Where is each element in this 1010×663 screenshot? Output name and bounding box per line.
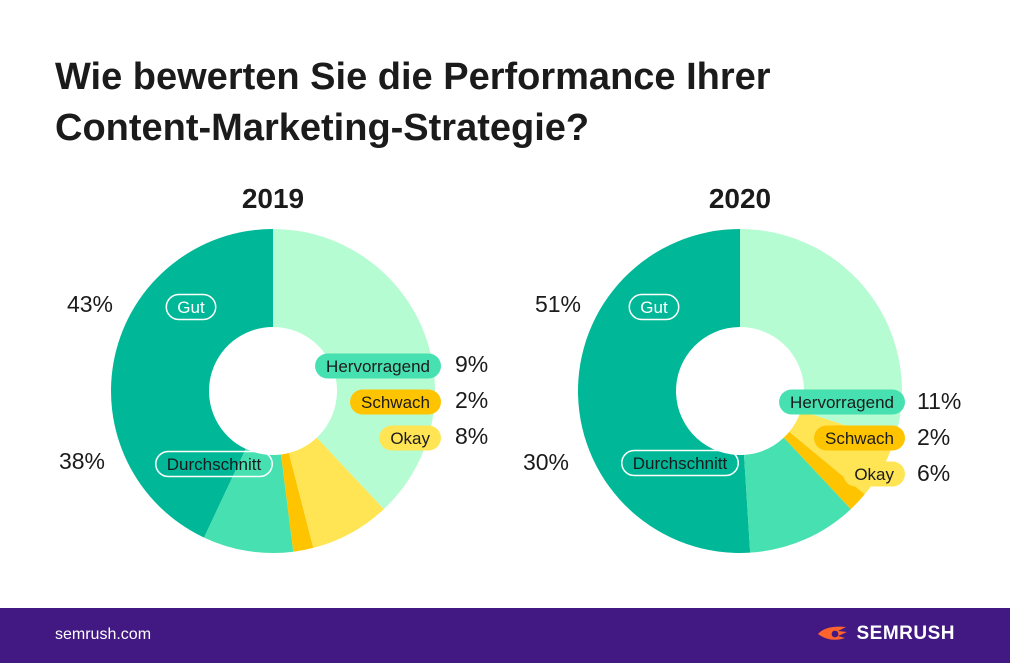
category-label-okay-2019: Okay [379, 425, 441, 451]
category-label-hervorragend-2019: Hervorragend [315, 353, 441, 379]
value-label-hervorragend-2020: 11% [917, 388, 961, 414]
value-label-schwach-2020: 2% [917, 424, 950, 450]
footer-url[interactable]: semrush.com [55, 626, 152, 643]
semrush-flame-icon [818, 626, 848, 640]
svg-text:Durchschnitt: Durchschnitt [633, 454, 728, 473]
svg-text:Gut: Gut [640, 298, 668, 317]
value-label-schwach-2019: 2% [455, 387, 488, 413]
value-label-durchschnitt-2020: 30% [523, 449, 569, 475]
semrush-logo-text: SEMRUSH [856, 623, 955, 644]
svg-text:Hervorragend: Hervorragend [326, 357, 430, 376]
category-label-schwach-2019: Schwach [350, 389, 441, 415]
value-label-hervorragend-2019: 9% [455, 351, 488, 377]
value-label-gut-2020: 51% [535, 291, 581, 317]
chart-title-line-1: Wie bewerten Sie die Performance Ihrer [55, 56, 771, 98]
svg-text:Durchschnitt: Durchschnitt [167, 455, 262, 474]
category-label-durchschnitt-2019: Durchschnitt [155, 450, 273, 478]
category-label-durchschnitt-2020: Durchschnitt [621, 449, 739, 477]
category-label-okay-2020: Okay [843, 461, 905, 487]
chart-title-line-2: Content-Marketing-Strategie? [55, 107, 590, 149]
svg-text:Okay: Okay [854, 465, 894, 484]
category-label-hervorragend-2020: Hervorragend [779, 389, 905, 415]
chart-title-2019: 2019 [242, 183, 304, 214]
semrush-logo: SEMRUSH [816, 623, 955, 645]
slice-gut-2019 [111, 229, 274, 538]
svg-text:Schwach: Schwach [825, 429, 894, 448]
svg-text:Gut: Gut [177, 298, 205, 317]
value-label-okay-2019: 8% [455, 423, 488, 449]
slice-hervorragend-2020 [744, 437, 851, 553]
donut-charts: 2019 43% 9% 2% 8% 38% Gut Hervorragend Schwach Ok… [59, 183, 961, 553]
svg-text:Hervorragend: Hervorragend [790, 393, 894, 412]
value-label-okay-2020: 6% [917, 460, 950, 486]
footer-bar: semrush.com SEMRUSH [0, 608, 1010, 663]
svg-text:Okay: Okay [390, 429, 430, 448]
slice-gut-2020 [578, 229, 751, 553]
chart-title: Wie bewerten Sie die Performance Ihrer C… [55, 52, 771, 154]
slice-okay-2019 [288, 437, 384, 548]
category-label-gut-2019: Gut [165, 293, 217, 321]
slice-schwach-2020 [783, 431, 865, 510]
value-label-gut-2019: 43% [67, 291, 113, 317]
slice-durchschnitt-2020 [740, 229, 902, 442]
svg-text:Schwach: Schwach [361, 393, 430, 412]
slice-schwach-2019 [281, 452, 314, 552]
value-label-durchschnitt-2019: 38% [59, 448, 105, 474]
slice-hervorragend-2019 [204, 448, 294, 553]
category-label-schwach-2020: Schwach [814, 425, 905, 451]
chart-title-2020: 2020 [709, 183, 771, 214]
category-label-gut-2020: Gut [628, 293, 680, 321]
